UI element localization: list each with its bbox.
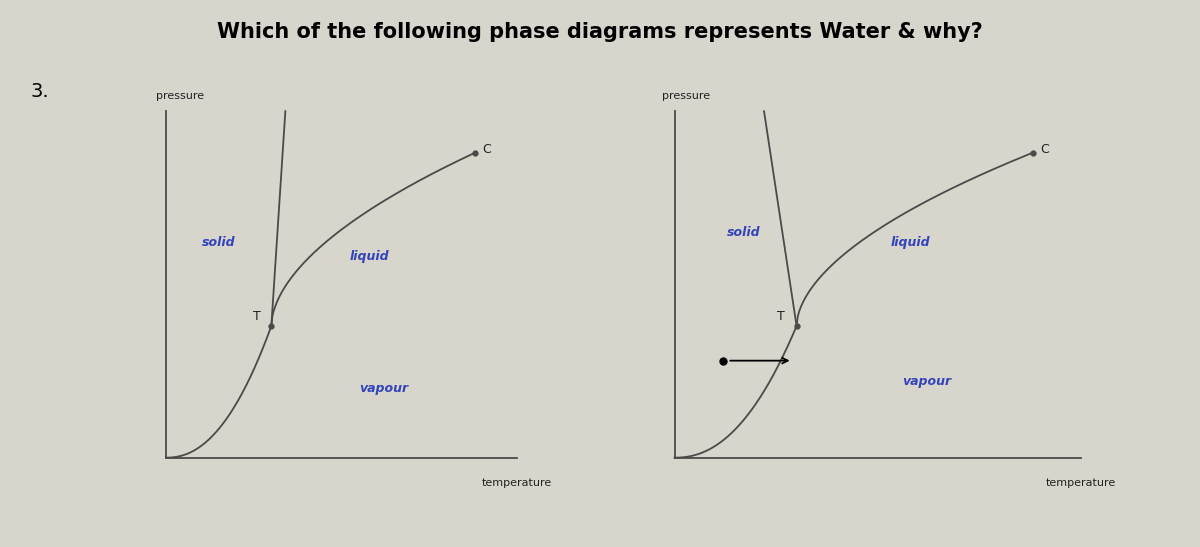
Text: solid: solid [727,226,761,239]
Text: vapour: vapour [902,375,952,388]
Text: vapour: vapour [359,382,408,395]
Text: T: T [776,310,785,323]
Text: liquid: liquid [349,250,389,263]
Text: C: C [482,143,491,156]
Text: pressure: pressure [662,91,710,101]
Text: temperature: temperature [1046,479,1116,488]
Text: liquid: liquid [890,236,930,249]
Text: Which of the following phase diagrams represents Water & why?: Which of the following phase diagrams re… [217,22,983,42]
Text: C: C [1040,143,1049,156]
Text: pressure: pressure [156,91,204,101]
Text: solid: solid [202,236,235,249]
Text: 3.: 3. [30,82,49,101]
Text: T: T [253,310,260,323]
Text: temperature: temperature [481,479,552,488]
